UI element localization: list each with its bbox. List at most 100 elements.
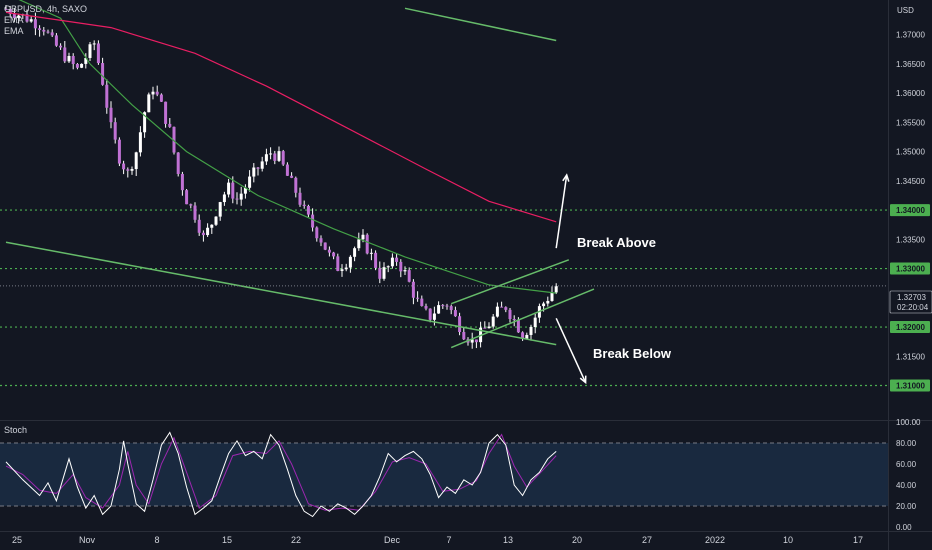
time-tick-label: Dec (384, 535, 401, 545)
price-tick-label: 1.33500 (896, 235, 925, 244)
candle-body (290, 175, 294, 178)
current-price-value: 1.32703 (897, 293, 926, 302)
price-tick-label: 1.34500 (896, 177, 925, 186)
stoch-tick-label: 40.00 (896, 481, 917, 490)
candle-body (193, 205, 197, 220)
candle-body (239, 193, 243, 200)
candle-body (365, 234, 369, 254)
projection-arrow-up[interactable] (555, 174, 568, 249)
candle-body (323, 242, 327, 250)
candle-body (474, 339, 478, 343)
stoch-title[interactable]: Stoch (4, 425, 28, 435)
candle-body (449, 306, 453, 311)
candle-body (42, 29, 46, 32)
candle-body (130, 169, 134, 171)
candle-body (361, 234, 365, 240)
candle-body (59, 45, 63, 48)
candle-body (260, 161, 264, 169)
candle-body (54, 35, 58, 46)
stoch-tick-label: 20.00 (896, 502, 917, 511)
candle-body (197, 219, 201, 233)
candle-body (122, 163, 126, 170)
candle-body (411, 281, 415, 298)
candle-body (50, 32, 54, 36)
candle-body (453, 310, 457, 317)
trendline-channel-upper[interactable] (450, 259, 570, 305)
candle-body (231, 182, 235, 199)
level-price-tag (890, 204, 930, 217)
candle-body (147, 94, 151, 113)
candle-body (357, 239, 361, 249)
candle-body (546, 300, 550, 304)
candle-body (159, 94, 163, 102)
candle-body (126, 169, 130, 171)
candle-body (533, 317, 537, 328)
candle-body (403, 270, 407, 272)
candle-body (71, 55, 75, 65)
time-tick-label: 10 (783, 535, 793, 545)
trendline-lower-descending[interactable] (5, 241, 557, 346)
horizontal-levels (0, 209, 888, 387)
candle-body (298, 192, 302, 205)
trendlines[interactable] (5, 7, 595, 349)
candle-body (4, 8, 8, 10)
candle-body (390, 257, 394, 267)
candle-body (214, 216, 218, 225)
price-pane[interactable] (0, 0, 888, 420)
candle-body (432, 313, 436, 320)
time-axis-ticks[interactable]: 25 Nov 8 15 22 Dec 7 13 20 27 2022 10 17 (12, 535, 863, 545)
candle-body (176, 152, 180, 174)
candle-body (8, 9, 12, 15)
price-axis-ticks[interactable]: 1.37000 1.36500 1.36000 1.35500 1.35000 1.345… (890, 31, 930, 392)
candle-body (189, 204, 193, 206)
level-price-tag (890, 262, 930, 275)
projection-arrow-down[interactable] (555, 317, 587, 383)
ema-legend-1[interactable]: EMA (4, 15, 24, 25)
ema-legend-2[interactable]: EMA (4, 26, 24, 36)
candle-body (353, 248, 357, 257)
candle-body (483, 327, 487, 329)
candle-body (29, 19, 33, 22)
candle-body (180, 173, 184, 191)
time-tick-label: 8 (154, 535, 159, 545)
time-tick-label: 13 (503, 535, 513, 545)
stoch-k-line (5, 431, 557, 518)
chart-legend[interactable]: GBPUSD, 4h, SAXO EMA EMA (4, 4, 87, 37)
candle-body (382, 267, 386, 279)
symbol-title[interactable]: GBPUSD, 4h, SAXO (4, 4, 88, 14)
candle-body (75, 64, 79, 68)
stoch-tick-label: 0.00 (896, 523, 912, 532)
time-tick-label: 22 (291, 535, 301, 545)
candle-body (46, 31, 50, 33)
candle-body (281, 151, 285, 165)
countdown-value: 02:20:04 (897, 303, 929, 312)
candle-body (504, 307, 508, 310)
candle-body (470, 339, 474, 343)
candle-body (344, 267, 348, 270)
candle-body (38, 28, 42, 30)
stoch-tick-label: 60.00 (896, 460, 917, 469)
arrow-head (579, 375, 587, 385)
candle-body (395, 257, 399, 262)
time-tick-label: 7 (446, 535, 451, 545)
candle-body (500, 306, 504, 308)
stoch-tick-label: 80.00 (896, 439, 917, 448)
projection-arrows[interactable] (555, 173, 587, 385)
candle-body (92, 43, 96, 45)
candle-body (542, 303, 546, 307)
candle-body (113, 122, 117, 140)
break-above-label[interactable]: Break Above (577, 235, 656, 250)
candle-body (273, 153, 277, 161)
candle-body (17, 15, 21, 19)
trendline-channel-lower[interactable] (450, 288, 595, 349)
candle-body (155, 91, 159, 95)
candle-body (302, 204, 306, 206)
candle-body (327, 249, 331, 253)
candle-body (243, 187, 247, 194)
candle-body (63, 47, 67, 62)
trendline-upper-descending[interactable] (404, 7, 557, 42)
candle-body (168, 123, 172, 127)
break-below-label[interactable]: Break Below (593, 346, 672, 361)
time-tick-label: 27 (642, 535, 652, 545)
